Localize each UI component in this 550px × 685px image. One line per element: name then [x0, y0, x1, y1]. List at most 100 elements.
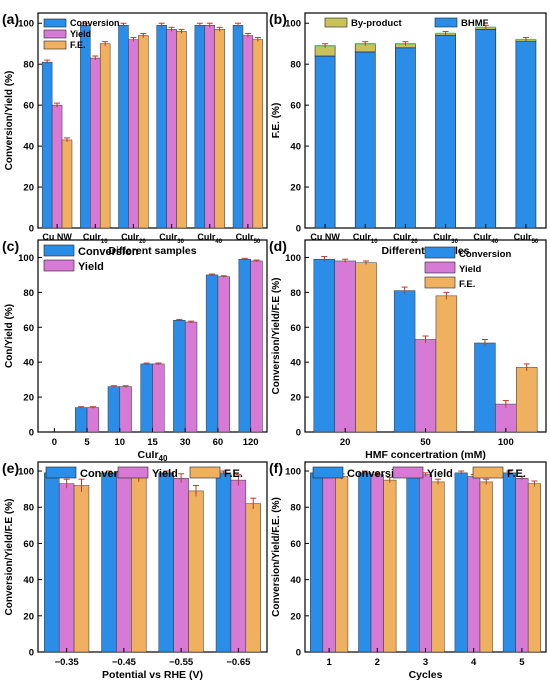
x-tick-label: 10 — [114, 437, 125, 448]
y-tick-label: 0 — [29, 428, 34, 439]
x-tick-label: CuIr10 — [353, 232, 378, 245]
bar-yield — [370, 474, 384, 653]
bar-conversion — [118, 25, 129, 229]
y-tick-label: 0 — [296, 648, 301, 659]
bar-f-e- — [335, 476, 349, 653]
bar-f-e- — [99, 43, 111, 229]
bar-conversion — [313, 258, 335, 433]
x-tick-label: CuIr40 — [473, 232, 498, 245]
bar-f-e- — [516, 367, 538, 433]
y-tick-label: 20 — [23, 393, 34, 404]
y-tick-label: 40 — [290, 142, 301, 153]
legend-label: BHMF — [461, 18, 489, 29]
x-tick-label: 3 — [423, 657, 428, 668]
bar-conversion — [75, 407, 88, 433]
bar-bhmf — [314, 55, 336, 229]
panel-label: (d) — [269, 238, 287, 254]
legend-swatch — [43, 40, 67, 50]
y-tick-label: 80 — [290, 288, 301, 299]
chart-panel-5: 0 20 40 60 80 100 −0.35 −0.45 −0.55 −0.65 Potentia… — [2, 460, 268, 681]
x-tick-label: −0.45 — [112, 657, 137, 668]
x-axis-label: Cycles — [409, 669, 443, 681]
bar-bhmf — [395, 47, 416, 229]
y-tick-label: 80 — [23, 288, 34, 299]
bar-yield — [51, 104, 63, 229]
bar-bhmf — [354, 51, 376, 229]
bar-conversion — [156, 25, 167, 229]
y-tick-label: 0 — [29, 648, 34, 659]
legend-label: F.E. — [224, 468, 243, 480]
y-axis-label: Conversion/Yield/F.E (%) — [271, 278, 282, 395]
bar-f-e- — [479, 481, 493, 653]
bar-yield — [116, 472, 132, 653]
x-tick-label: 5 — [84, 437, 90, 448]
x-tick-label: Cu NW — [310, 232, 340, 242]
x-tick-label: 2 — [375, 657, 380, 668]
bar-yield — [334, 260, 356, 433]
y-tick-label: 100 — [18, 467, 34, 478]
y-tick-label: 80 — [23, 503, 34, 514]
legend-label: Yield — [78, 261, 104, 273]
chart-panel-4: 0 20 40 60 80 100 20 50 100 HMF concertration (mM… — [269, 238, 547, 461]
x-axis-label: CuIr40 — [138, 449, 168, 463]
x-axis-label: Potential vs RHE (V) — [102, 669, 203, 681]
y-axis-label: Conversion/Yield/F.E. (%) — [271, 497, 282, 617]
bar-yield — [467, 476, 481, 653]
bar-conversion — [107, 386, 121, 433]
x-tick-label: −0.55 — [169, 657, 194, 668]
bar-f-e- — [214, 29, 225, 229]
bar-conversion — [358, 472, 372, 653]
legend-label: Yield — [152, 468, 178, 480]
bar-f-e- — [61, 139, 73, 229]
bar-conversion — [194, 25, 206, 229]
bar-f-e- — [383, 479, 397, 653]
legend-swatch — [424, 261, 456, 274]
bar-conversion — [232, 25, 244, 229]
x-tick-label: 5 — [519, 657, 525, 668]
x-tick-label: 50 — [420, 437, 431, 448]
bar-f-e- — [188, 490, 204, 653]
bar-yield — [204, 25, 215, 229]
bar-conversion — [238, 258, 251, 433]
legend-swatch — [324, 17, 348, 28]
y-tick-label: 100 — [285, 253, 301, 264]
x-tick-label: −0.65 — [226, 657, 251, 668]
bar-f-e- — [252, 39, 264, 229]
bar-yield — [242, 35, 254, 229]
legend-label: Yield — [427, 468, 453, 480]
plot-frame — [304, 12, 547, 229]
bar-conversion — [215, 472, 232, 653]
bar-conversion — [205, 274, 219, 433]
bar-conversion — [41, 61, 53, 229]
bar-yield — [418, 474, 433, 653]
x-tick-label: 0 — [52, 437, 57, 448]
bar-conversion — [158, 472, 174, 653]
y-tick-label: 80 — [290, 503, 301, 514]
x-tick-label: 20 — [340, 437, 351, 448]
x-tick-label: 1 — [326, 657, 332, 668]
y-tick-label: 40 — [290, 575, 301, 586]
plot-frame — [37, 12, 268, 229]
x-tick-label: 15 — [147, 437, 158, 448]
x-tick-label: −0.35 — [55, 657, 80, 668]
bar-yield — [322, 472, 336, 653]
bar-conversion — [80, 25, 91, 229]
bar-conversion — [310, 472, 324, 653]
y-tick-label: 60 — [290, 101, 301, 112]
bar-f-e- — [435, 295, 458, 433]
bar-yield — [86, 407, 100, 433]
bar-f-e- — [73, 485, 90, 653]
legend-swatch — [43, 244, 75, 257]
bar-conversion — [393, 290, 416, 433]
x-tick-label: CuIr40 — [197, 232, 222, 245]
y-tick-label: 60 — [23, 539, 34, 550]
bar-yield — [152, 363, 165, 433]
legend-label: Conversion — [459, 249, 511, 260]
bar-f-e- — [176, 31, 187, 229]
y-tick-label: 0 — [296, 224, 301, 235]
y-tick-label: 0 — [29, 224, 34, 235]
chart-panel-1: 0 20 40 60 80 100 Cu NW CuIr10 CuIr20 CuIr30 CuIr4… — [2, 11, 268, 257]
